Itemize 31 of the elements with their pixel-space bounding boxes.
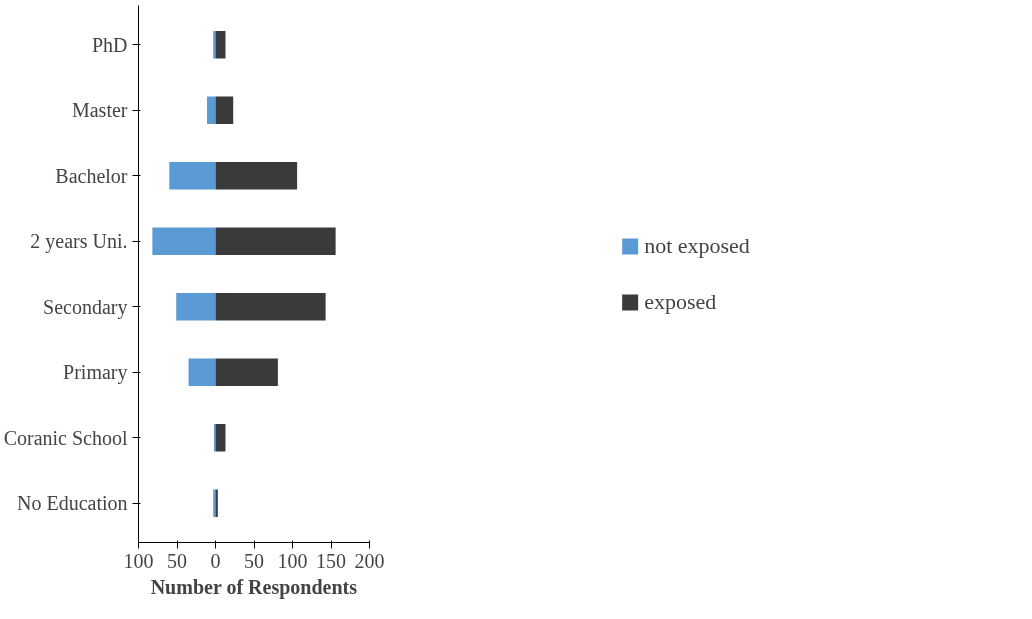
bar — [152, 227, 216, 256]
bar — [215, 292, 326, 321]
x-tick-label: 100 — [277, 549, 308, 572]
x-tick-label: 50 — [244, 549, 264, 572]
y-tick-label: 2 years Uni. — [30, 230, 128, 254]
y-tick-label: Bachelor — [55, 164, 128, 187]
bar — [215, 227, 336, 256]
bar — [215, 358, 278, 386]
x-tick-label: 200 — [354, 549, 385, 572]
y-tick-label: PhD — [91, 33, 128, 56]
x-axis-title: Number of Respondents — [150, 575, 358, 599]
bar — [207, 96, 216, 125]
bar — [213, 31, 216, 59]
x-tick-label: 150 — [316, 549, 346, 572]
legend-label: not exposed — [644, 232, 750, 259]
x-tick-label: 0 — [210, 549, 221, 572]
bar — [215, 423, 226, 452]
y-tick-label: No Education — [16, 492, 128, 515]
legend-label: exposed — [644, 288, 717, 315]
x-tick-label: 50 — [167, 549, 187, 572]
bar — [176, 292, 216, 321]
bar — [215, 96, 234, 125]
bar — [215, 162, 298, 190]
bar — [215, 31, 226, 59]
y-tick-label: Coranic School — [3, 426, 128, 449]
y-tick-label: Master — [71, 99, 128, 122]
bar — [188, 358, 216, 386]
x-tick-label: 100 — [123, 549, 154, 572]
bar — [169, 162, 216, 190]
y-tick-label: Secondary — [43, 295, 128, 319]
y-tick-label: Primary — [63, 361, 128, 385]
